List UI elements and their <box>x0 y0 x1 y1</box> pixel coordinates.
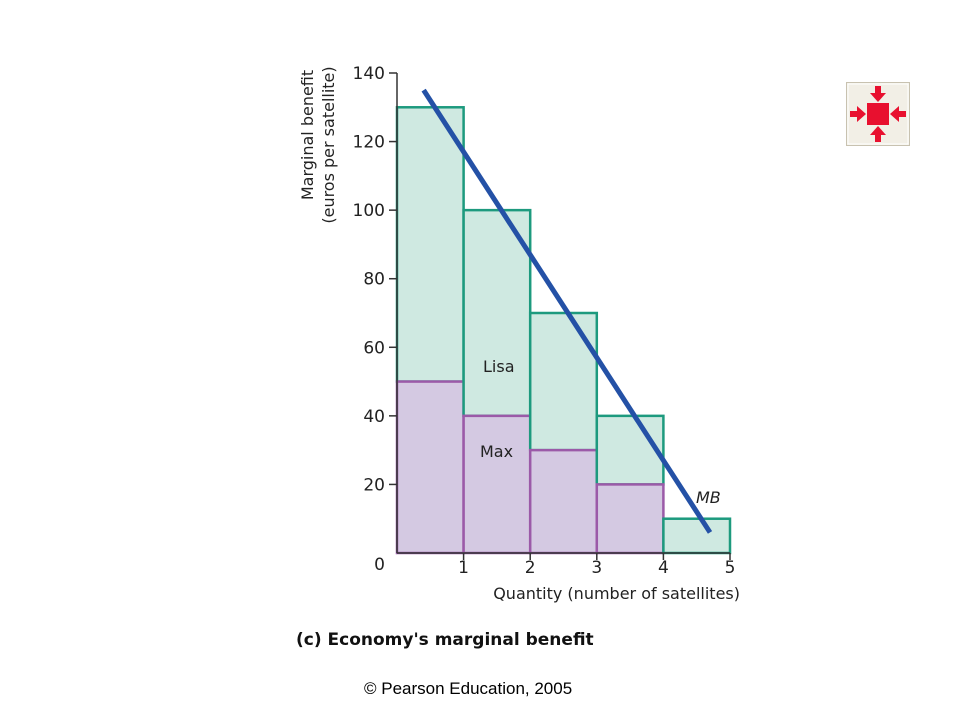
x-tick-label-4: 4 <box>658 558 669 578</box>
shrink-view-button[interactable] <box>846 82 910 146</box>
mb-curve-label: MB <box>696 488 721 507</box>
x-tick-label-2: 2 <box>525 558 536 578</box>
x-tick-label-3: 3 <box>591 558 602 578</box>
bar-lisa-3 <box>528 311 599 452</box>
ticks-layer: 20 40 60 80 100 120 140 0 1 2 3 4 5 <box>353 64 736 578</box>
bar-max-4 <box>595 483 665 555</box>
axes-layer <box>396 73 730 554</box>
shrink-arrows-icon <box>846 82 910 146</box>
y-axis-title-line2: (euros per satellite) <box>319 66 338 223</box>
bar-lisa-1 <box>395 106 465 383</box>
y-tick-label-80: 80 <box>363 270 385 290</box>
y-axis-title-line1: Marginal benefit <box>298 70 317 200</box>
series-label-lisa: Lisa <box>483 357 515 376</box>
mb-curve <box>421 88 713 534</box>
y-tick-label-100: 100 <box>353 201 385 221</box>
bars-layer <box>395 106 732 555</box>
y-tick-label-40: 40 <box>363 407 385 427</box>
bar-max-2 <box>462 414 532 555</box>
bar-lisa-5 <box>662 517 732 555</box>
x-tick-label-1: 1 <box>458 558 469 578</box>
y-tick-label-60: 60 <box>363 338 385 358</box>
copyright-text: © Pearson Education, 2005 <box>364 679 573 698</box>
y-tick-label-140: 140 <box>353 64 385 84</box>
y-tick-label-120: 120 <box>353 133 385 153</box>
bar-max-3 <box>528 448 599 555</box>
y-tick-label-20: 20 <box>363 475 385 495</box>
bar-max-1 <box>395 380 465 555</box>
x-tick-label-5: 5 <box>725 558 736 578</box>
origin-label: 0 <box>374 555 385 575</box>
chart-caption: (c) Economy's marginal benefit <box>296 630 594 650</box>
bar-lisa-4 <box>595 414 665 486</box>
x-axis-title: Quantity (number of satellites) <box>493 584 740 603</box>
series-label-max: Max <box>480 442 513 461</box>
